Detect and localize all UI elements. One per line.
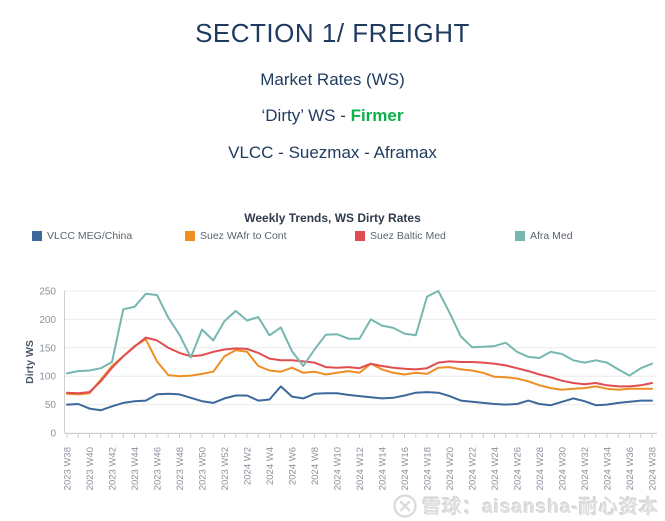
x-tick-label: 2023 W40	[85, 447, 96, 490]
x-tick-label: 2024 W2	[243, 447, 254, 485]
legend-swatch-icon	[185, 231, 195, 241]
x-tick-label: 2024 W34	[603, 447, 614, 490]
x-tick-label: 2023 W48	[175, 447, 186, 490]
x-tick-label: 2023 W50	[198, 447, 209, 490]
series-line-suez-wafr-to-cont	[66, 338, 653, 396]
weekly-trends-line-chart: 0 50 100 150 200 250 2023 W38 2023 W40 2023 W42 2…	[24, 287, 659, 491]
page-title: SECTION 1/ FREIGHT	[195, 18, 470, 48]
watermark-text: 雪球：aisansha-耐心资本	[422, 497, 659, 518]
x-tick-label: 2024 W30	[558, 447, 569, 490]
x-tick-label: 2024 W32	[580, 447, 591, 490]
y-axis-title: Dirty WS	[24, 340, 36, 384]
x-tick-label: 2023 W42	[108, 447, 119, 490]
watermark: 雪球：aisansha-耐心资本	[392, 492, 659, 519]
x-tick-label: 2023 W44	[130, 447, 141, 490]
y-tick-label: 150	[39, 343, 56, 354]
x-tick-label: 2024 W18	[423, 447, 434, 490]
legend-item-vlcc-meg-china: VLCC MEG/China	[32, 229, 132, 243]
legend-label: Afra Med	[530, 230, 573, 242]
subtitle-dirty-ws: ‘Dirty’ WS - Firmer	[0, 106, 665, 126]
chart-title: Weekly Trends, WS Dirty Rates	[244, 211, 421, 225]
legend-label: Suez WAfr to Cont	[200, 230, 287, 242]
x-tick-label: 2024 W28	[535, 447, 546, 490]
x-tick-label: 2024 W22	[468, 447, 479, 490]
xueqiu-snowball-icon	[393, 493, 418, 518]
legend-label: VLCC MEG/China	[47, 230, 133, 242]
y-tick-label: 100	[39, 372, 56, 383]
y-tick-label: 250	[39, 287, 56, 298]
x-tick-label: 2024 W38	[648, 447, 659, 490]
x-tick-label: 2024 W16	[400, 447, 411, 490]
series-line-vlcc-meg-china	[66, 385, 653, 412]
x-tick-label: 2023 W46	[153, 447, 164, 490]
x-tick-label: 2023 W52	[220, 447, 231, 490]
x-tick-label: 2024 W26	[513, 447, 524, 490]
x-tick-label: 2024 W12	[355, 447, 366, 490]
x-tick-label: 2024 W4	[265, 447, 276, 485]
subtitle-dirty-prefix: ‘Dirty’ WS -	[261, 106, 351, 125]
legend-swatch-icon	[32, 231, 42, 241]
x-tick-label: 2024 W10	[333, 447, 344, 490]
x-tick-label: 2024 W36	[625, 447, 636, 490]
legend-item-suez-baltic-med: Suez Baltic Med	[355, 229, 446, 243]
legend-item-suez-wafr-to-cont: Suez WAfr to Cont	[185, 229, 287, 243]
legend-swatch-icon	[355, 231, 365, 241]
x-tick-label: 2024 W24	[490, 447, 501, 490]
series-line-afra-med	[66, 290, 653, 377]
series-line-suez-baltic-med	[66, 336, 653, 395]
subtitle-market-rates: Market Rates (WS)	[260, 70, 405, 89]
x-tick-label: 2024 W6	[288, 447, 299, 485]
y-tick-label: 0	[50, 429, 56, 440]
y-tick-label: 50	[45, 400, 57, 411]
x-tick-label: 2024 W20	[445, 447, 456, 490]
y-tick-label: 200	[39, 315, 56, 326]
legend-swatch-icon	[515, 231, 525, 241]
legend-item-afra-med: Afra Med	[515, 229, 573, 243]
x-tick-label: 2024 W14	[378, 447, 389, 490]
firmer-status-text: Firmer	[350, 106, 404, 125]
legend-label: Suez Baltic Med	[370, 230, 446, 242]
x-tick-label: 2024 W8	[310, 447, 321, 485]
x-tick-label: 2023 W38	[63, 447, 74, 490]
subtitle-vessel-classes: VLCC - Suezmax - Aframax	[228, 143, 437, 162]
